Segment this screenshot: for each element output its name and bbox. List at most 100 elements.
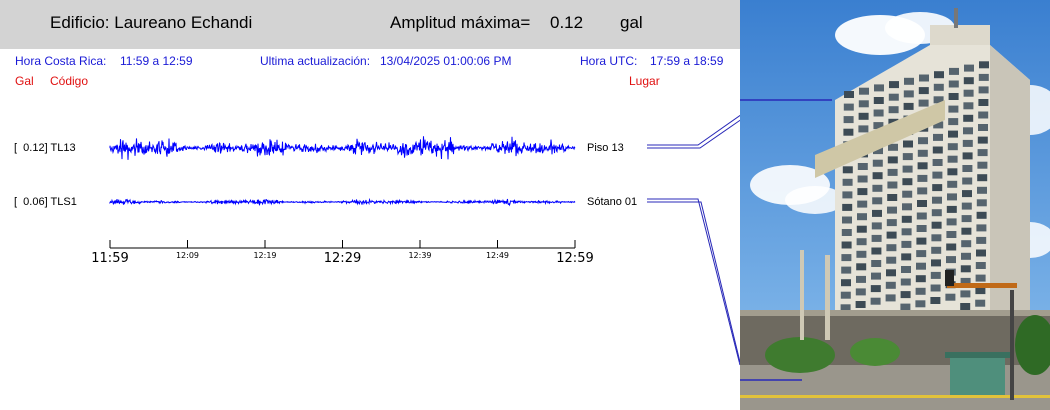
window [963,89,974,97]
window [855,301,866,308]
window [844,91,854,98]
window [930,297,941,304]
cr-time-value: 11:59 a 12:59 [120,54,193,68]
window [843,128,854,136]
window [903,102,914,110]
window [856,225,867,233]
window [871,234,882,242]
trace-tls1 [109,197,576,207]
window [841,241,852,249]
window [901,228,912,236]
trace-label-tls1: [ 0.06] TLS1 [14,196,77,208]
window [975,299,986,307]
window [975,262,986,269]
window [933,133,943,141]
window [949,67,959,75]
window [915,275,926,283]
window [870,297,881,305]
window [872,197,883,205]
traffic-pole [1010,290,1014,400]
window [962,139,973,147]
window [977,161,988,169]
window [933,83,944,91]
time-axis: 11:59 12:09 12:19 12:29 12:39 12:49 12:59 [91,240,594,266]
tick-label: 12:39 [408,251,431,260]
window [885,281,896,289]
window [871,247,882,255]
window [888,106,899,114]
cloud [785,186,845,214]
window [961,240,972,248]
seismogram-plot: 11:59 12:09 12:19 12:29 12:39 12:49 12:59 [91,99,740,366]
column-code: Código [50,74,89,88]
window [975,287,986,295]
window [858,112,869,120]
road-line [740,395,1050,398]
window [901,266,911,273]
window [858,100,869,108]
header-bar: Edificio: Laureano Echandi Amplitud máxi… [0,0,740,49]
window [873,109,884,117]
window [948,93,959,100]
tick-label: 12:59 [556,251,593,266]
window [901,253,912,261]
window [886,244,897,252]
window [872,184,883,192]
window [975,274,986,282]
window [917,200,927,207]
tick-label: 11:59 [91,251,128,266]
column [825,255,830,340]
tick-label: 12:09 [176,251,199,260]
utc-label: Hora UTC: [580,54,638,68]
window [887,194,898,201]
window [931,209,942,217]
window [960,290,971,298]
window [932,159,943,166]
window [857,163,868,170]
window [842,166,853,174]
window [856,250,867,258]
window [900,291,911,299]
window [931,221,942,229]
window [948,80,959,88]
traffic-light [945,270,954,286]
window [960,265,971,273]
window [947,155,958,163]
window [946,218,957,226]
window [978,111,989,119]
kiosk [950,355,1005,395]
window [917,174,928,182]
window [856,238,867,246]
trace-place-piso13: Piso 13 [587,142,624,154]
window [887,206,897,214]
window [976,224,987,232]
window [947,168,958,176]
window [902,178,913,186]
window [979,61,989,69]
window [948,105,959,113]
column [800,250,804,340]
window [842,203,853,211]
update-value: 13/04/2025 01:00:06 PM [380,54,512,68]
amplitude-label: Amplitud máxima= [390,13,531,32]
amplitude-value: 0.12 [550,13,584,32]
window [977,136,988,144]
window [887,181,898,189]
window [931,259,941,267]
building-facade [835,45,1030,345]
canopy [740,310,1050,316]
window [946,231,957,238]
window [855,288,866,296]
window [857,213,867,221]
window [886,269,896,277]
window [901,240,912,248]
connector-line [647,201,740,363]
window [978,99,989,106]
window [889,81,899,89]
window [873,122,884,130]
window [963,127,973,135]
window [976,211,987,219]
building-title: Edificio: Laureano Echandi [50,13,253,32]
window [960,303,971,310]
window [963,77,974,85]
